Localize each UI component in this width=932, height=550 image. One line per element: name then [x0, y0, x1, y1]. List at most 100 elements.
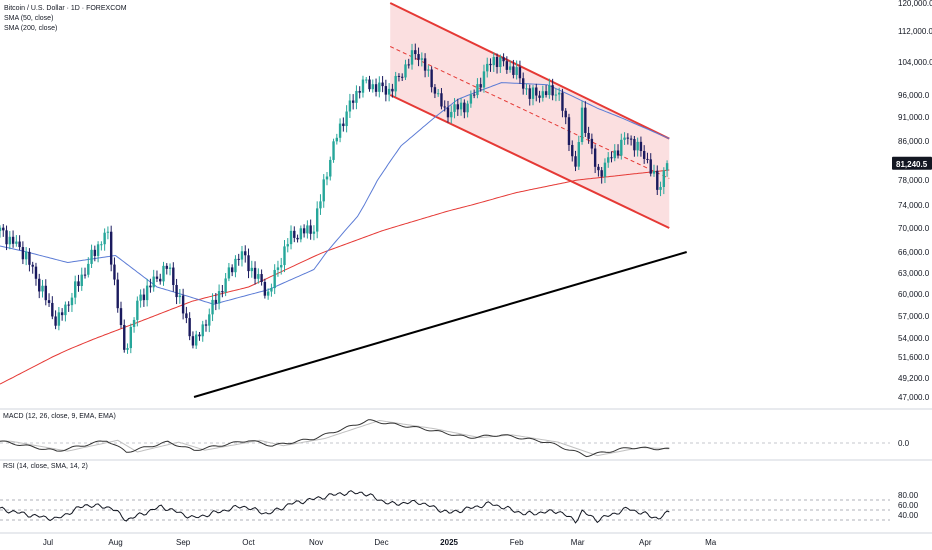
candle-body[interactable]	[270, 288, 273, 292]
candle-body[interactable]	[466, 103, 469, 113]
candle-body[interactable]	[472, 94, 476, 96]
candle-body[interactable]	[338, 123, 342, 138]
candle-body[interactable]	[351, 100, 355, 103]
candle-body[interactable]	[237, 258, 240, 260]
candle-body[interactable]	[204, 324, 208, 326]
candle-body[interactable]	[522, 78, 525, 89]
candle-body[interactable]	[440, 93, 443, 107]
candle-body[interactable]	[538, 95, 541, 98]
candle-body[interactable]	[217, 291, 221, 304]
candle-body[interactable]	[476, 84, 479, 96]
candle-body[interactable]	[469, 94, 473, 104]
candle-body[interactable]	[2, 227, 5, 231]
channel-upper-line[interactable]	[389, 2, 670, 140]
candle-body[interactable]	[293, 230, 296, 238]
candle-body[interactable]	[374, 84, 378, 92]
candle-body[interactable]	[283, 246, 286, 266]
candle-body[interactable]	[391, 88, 394, 92]
candle-body[interactable]	[322, 179, 325, 202]
candle-body[interactable]	[649, 159, 652, 174]
candle-body[interactable]	[155, 276, 159, 279]
candle-body[interactable]	[430, 69, 433, 88]
candle-body[interactable]	[230, 267, 234, 273]
candle-body[interactable]	[165, 265, 168, 269]
candle-body[interactable]	[126, 348, 129, 350]
candle-body[interactable]	[142, 294, 146, 301]
candle-body[interactable]	[371, 84, 374, 90]
candle-body[interactable]	[423, 58, 427, 71]
candle-body[interactable]	[404, 64, 407, 78]
candle-body[interactable]	[518, 67, 522, 79]
candle-body[interactable]	[129, 326, 132, 349]
candle-body[interactable]	[74, 281, 77, 298]
candle-body[interactable]	[159, 278, 162, 282]
candle-body[interactable]	[83, 274, 87, 276]
candle-body[interactable]	[244, 251, 247, 256]
candle-body[interactable]	[535, 87, 538, 96]
candle-body[interactable]	[191, 336, 195, 346]
candle-body[interactable]	[70, 297, 74, 306]
candle-body[interactable]	[113, 264, 116, 280]
candle-body[interactable]	[482, 71, 486, 88]
candle-body[interactable]	[224, 278, 227, 293]
candle-body[interactable]	[646, 158, 649, 160]
candle-body[interactable]	[106, 231, 110, 233]
candle-body[interactable]	[486, 63, 489, 72]
candle-body[interactable]	[80, 274, 83, 287]
candle-body[interactable]	[358, 90, 361, 93]
channel-mid-line[interactable]	[390, 46, 670, 179]
candle-body[interactable]	[103, 232, 106, 245]
candle-body[interactable]	[90, 249, 93, 264]
candle-body[interactable]	[139, 294, 142, 301]
candle-body[interactable]	[15, 241, 18, 244]
candle-body[interactable]	[276, 267, 280, 270]
candle-body[interactable]	[623, 137, 626, 140]
candle-body[interactable]	[132, 319, 136, 327]
candle-body[interactable]	[355, 90, 358, 103]
candle-body[interactable]	[325, 176, 329, 180]
candle-body[interactable]	[119, 308, 123, 326]
candle-body[interactable]	[234, 258, 237, 273]
candle-body[interactable]	[185, 313, 188, 319]
candle-body[interactable]	[221, 291, 224, 293]
candle-body[interactable]	[116, 279, 119, 309]
candle-body[interactable]	[41, 285, 44, 292]
candle-body[interactable]	[54, 316, 57, 326]
candle-body[interactable]	[561, 92, 564, 111]
candle-body[interactable]	[564, 110, 567, 118]
candle-body[interactable]	[502, 57, 505, 62]
candle-body[interactable]	[123, 325, 126, 350]
candle-body[interactable]	[557, 92, 561, 95]
candle-body[interactable]	[365, 79, 368, 81]
candle-body[interactable]	[181, 295, 185, 314]
candle-body[interactable]	[306, 225, 309, 234]
candle-body[interactable]	[273, 269, 276, 289]
candle-body[interactable]	[100, 244, 103, 246]
candle-body[interactable]	[603, 162, 607, 177]
candle-body[interactable]	[64, 304, 67, 316]
candle-body[interactable]	[607, 157, 610, 163]
candle-body[interactable]	[296, 237, 299, 240]
candle-body[interactable]	[302, 228, 306, 234]
candle-body[interactable]	[580, 107, 584, 143]
candle-body[interactable]	[652, 170, 656, 174]
candle-body[interactable]	[505, 61, 509, 70]
candle-body[interactable]	[597, 166, 600, 171]
candle-body[interactable]	[0, 227, 2, 231]
candle-body[interactable]	[427, 69, 430, 71]
candle-body[interactable]	[60, 312, 64, 316]
candle-body[interactable]	[201, 324, 204, 337]
candle-body[interactable]	[250, 267, 253, 272]
candle-body[interactable]	[450, 111, 453, 118]
candle-body[interactable]	[18, 241, 21, 248]
candle-body[interactable]	[253, 267, 257, 279]
candle-body[interactable]	[551, 85, 554, 96]
candle-body[interactable]	[642, 151, 646, 159]
candle-body[interactable]	[414, 50, 417, 55]
candle-body[interactable]	[381, 82, 384, 87]
candle-body[interactable]	[499, 57, 502, 68]
candle-body[interactable]	[8, 236, 12, 245]
candle-body[interactable]	[211, 299, 214, 315]
candle-body[interactable]	[315, 208, 319, 232]
candle-body[interactable]	[109, 231, 113, 265]
